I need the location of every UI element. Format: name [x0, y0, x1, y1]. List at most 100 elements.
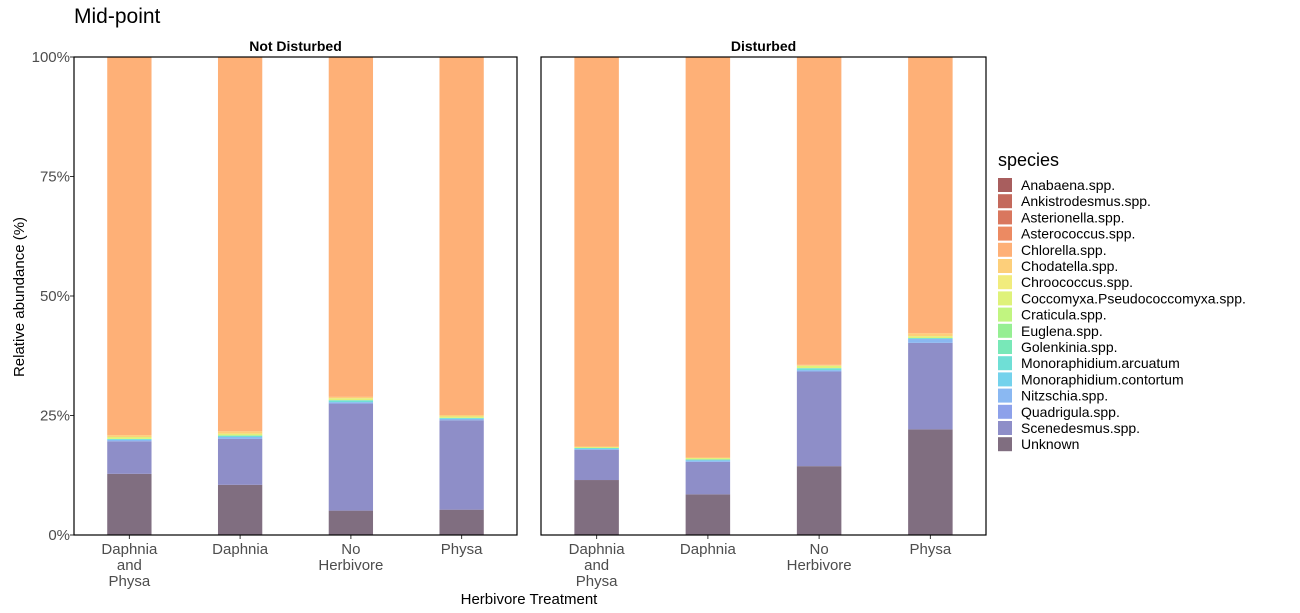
- x-tick-label: Daphnia: [212, 541, 269, 558]
- panel-0: Not Disturbed Daphnia and Physa Daphnia No Her…: [73, 38, 518, 590]
- bar-segment: [107, 437, 152, 439]
- x-tick-label: Physa: [910, 541, 952, 558]
- legend-label: Euglena.spp.: [1021, 323, 1103, 339]
- bar-segment: [439, 418, 484, 421]
- bar-segment: [439, 416, 484, 418]
- bar-segment: [217, 435, 263, 438]
- bar-segment: [107, 438, 152, 440]
- y-tick-label: 75%: [40, 169, 70, 186]
- panel-border: [73, 56, 518, 536]
- legend-swatch: [998, 259, 1012, 273]
- legend-label: Chlorella.spp.: [1021, 242, 1107, 258]
- bar-segment: [217, 438, 263, 485]
- y-tick-label: 25%: [40, 408, 70, 425]
- x-tick-label: Daphnia: [680, 541, 737, 558]
- x-tick-label: No Herbivore: [787, 541, 852, 574]
- legend-label: Monoraphidium.contortum: [1021, 371, 1184, 387]
- bar-segment: [574, 57, 619, 447]
- legend-title: species: [998, 150, 1059, 170]
- legend-swatch: [998, 372, 1012, 387]
- bar-segment: [328, 400, 374, 403]
- legend-label: Coccomyxa.Pseudococcomyxa.spp.: [1021, 290, 1246, 306]
- legend-label: Scenedesmus.spp.: [1021, 420, 1140, 436]
- bar-segment: [439, 57, 484, 416]
- bar-segment: [107, 57, 152, 436]
- legend-swatch: [998, 226, 1012, 241]
- legend-swatch: [998, 323, 1012, 338]
- x-tick-label: Daphnia and Physa: [569, 541, 626, 590]
- legend: Anabaena.spp.Ankistrodesmus.spp.Asterion…: [998, 177, 1246, 452]
- legend-label: Nitzschia.spp.: [1021, 388, 1108, 404]
- y-tick-label: 0%: [48, 527, 70, 544]
- bar-segment: [439, 420, 484, 510]
- legend-swatch: [998, 437, 1012, 452]
- bar-segment: [328, 402, 374, 404]
- bar-segment: [796, 370, 842, 372]
- bar-segment: [217, 437, 263, 439]
- legend-swatch: [998, 307, 1012, 322]
- bar-segment: [328, 57, 374, 397]
- chart-title: Mid-point: [74, 5, 161, 28]
- legend-label: Chroococcus.spp.: [1021, 274, 1133, 290]
- bar-segment: [574, 480, 619, 535]
- bar-segment: [574, 448, 619, 450]
- legend-swatch: [998, 275, 1012, 290]
- legend-label: Monoraphidium.arcuatum: [1021, 355, 1180, 371]
- panels: 0% 25% 50% 75% 100% Not Disturbed Daphnia and Ph…: [32, 38, 987, 590]
- bar-segment: [328, 510, 374, 535]
- legend-swatch: [998, 356, 1012, 371]
- legend-swatch: [998, 388, 1012, 403]
- bar-segment: [574, 448, 619, 449]
- legend-label: Chodatella.spp.: [1021, 258, 1118, 274]
- bar-segment: [908, 57, 953, 334]
- legend-swatch: [998, 421, 1012, 435]
- bar-segment: [685, 460, 731, 462]
- bar-segment: [685, 461, 731, 495]
- bar-segment: [796, 365, 842, 369]
- bar-segment: [217, 431, 263, 434]
- bar-segment: [908, 342, 953, 430]
- bar-segment: [796, 364, 842, 366]
- legend-swatch: [998, 210, 1012, 225]
- panel-strip-title: Disturbed: [731, 38, 796, 54]
- bar-segment: [439, 415, 484, 417]
- y-axis-label: Relative abundance (%): [11, 217, 28, 377]
- bar-segment: [796, 466, 842, 535]
- bar-segment: [439, 509, 484, 535]
- bar-segment: [217, 433, 263, 436]
- bar-segment: [908, 339, 953, 343]
- panel-strip-title: Not Disturbed: [249, 38, 342, 54]
- bar-segment: [685, 494, 731, 535]
- bar-segment: [685, 57, 731, 458]
- bar-segment: [107, 435, 152, 438]
- bar-segment: [328, 398, 374, 401]
- legend-swatch: [998, 340, 1012, 354]
- legend-swatch: [998, 291, 1012, 306]
- legend-label: Craticula.spp.: [1021, 307, 1107, 323]
- legend-swatch: [998, 404, 1012, 419]
- bar-segment: [107, 439, 152, 442]
- legend-label: Ankistrodesmus.spp.: [1021, 193, 1151, 209]
- legend-label: Quadrigula.spp.: [1021, 404, 1120, 420]
- bar-segment: [107, 473, 152, 535]
- x-tick-label: Daphnia and Physa: [101, 541, 158, 590]
- bar-segment: [217, 484, 263, 535]
- bar-segment: [908, 338, 953, 340]
- legend-label: Asterococcus.spp.: [1021, 226, 1135, 242]
- legend-label: Unknown: [1021, 436, 1079, 452]
- panel-1: Disturbed Daphnia and Physa Daphnia No Herbivo…: [540, 38, 987, 590]
- legend-label: Golenkinia.spp.: [1021, 339, 1118, 355]
- bar-segment: [217, 57, 263, 432]
- legend-swatch: [998, 242, 1012, 257]
- bar-segment: [908, 333, 953, 337]
- bar-segment: [796, 371, 842, 467]
- legend-label: Anabaena.spp.: [1021, 177, 1115, 193]
- x-tick-label: No Herbivore: [318, 541, 383, 574]
- bar-segment: [328, 403, 374, 511]
- y-tick-label: 50%: [40, 288, 70, 305]
- legend-swatch: [998, 194, 1012, 209]
- bar-segment: [908, 429, 953, 535]
- legend-label: Asterionella.spp.: [1021, 209, 1125, 225]
- bar-segment: [574, 447, 619, 449]
- panel-border: [540, 56, 987, 536]
